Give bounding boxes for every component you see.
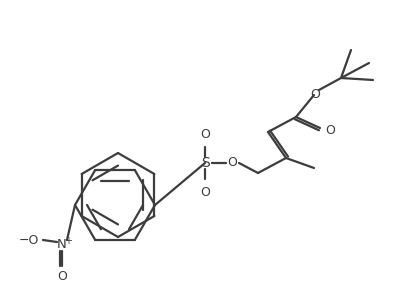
Text: O: O xyxy=(227,156,237,170)
Text: +: + xyxy=(64,236,72,246)
Text: N: N xyxy=(57,239,67,252)
Text: O: O xyxy=(57,271,67,284)
Text: O: O xyxy=(325,124,335,138)
Text: O: O xyxy=(200,185,210,199)
Text: O: O xyxy=(200,128,210,142)
Text: S: S xyxy=(201,156,209,170)
Text: O: O xyxy=(310,88,320,101)
Text: −O: −O xyxy=(19,234,39,246)
